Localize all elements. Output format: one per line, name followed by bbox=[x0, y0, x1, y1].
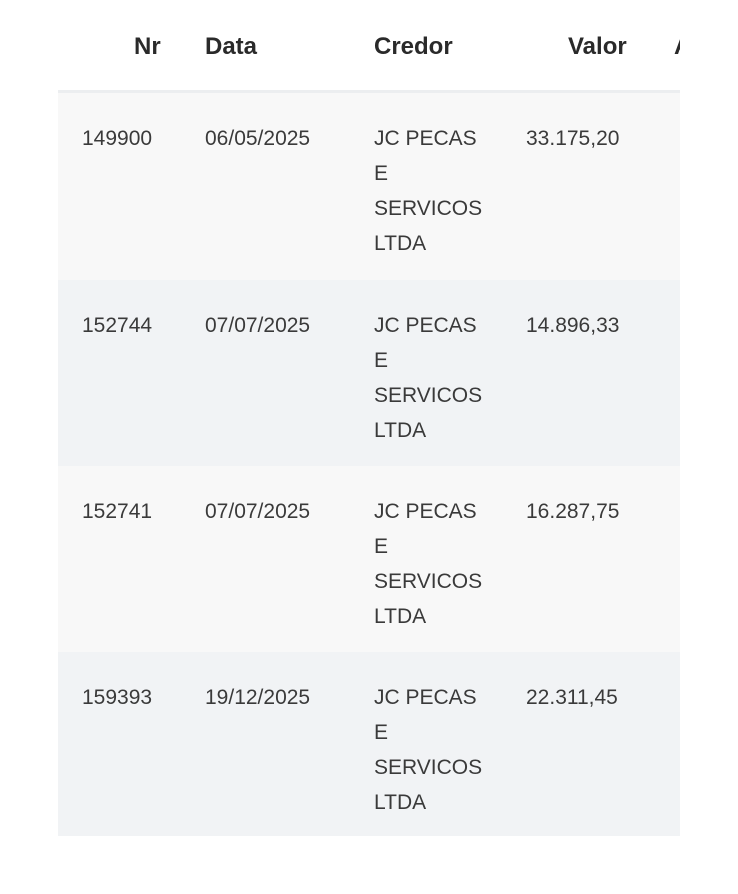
cell-nr: 149900 bbox=[82, 127, 153, 150]
table-header: Nr Data Credor Valor A bbox=[58, 0, 680, 93]
cell-credor: JC PECAS E SERVICOS LTDA bbox=[374, 127, 483, 255]
table-row[interactable]: 149900 06/05/2025 JC PECAS E SERVICOS LTDA… bbox=[58, 93, 680, 280]
cell-data: 07/07/2025 bbox=[205, 500, 311, 523]
column-header-credor[interactable]: Credor bbox=[374, 33, 453, 60]
cell-valor: 33.175,20 bbox=[526, 127, 620, 150]
cell-data: 19/12/2025 bbox=[205, 686, 311, 709]
column-header-truncated[interactable]: A bbox=[674, 33, 680, 61]
table-row[interactable]: 159393 19/12/2025 JC PECAS E SERVICOS LTDA… bbox=[58, 652, 680, 836]
cell-nr: 152741 bbox=[82, 500, 153, 523]
cell-data: 07/07/2025 bbox=[205, 314, 311, 337]
table-row[interactable]: 152744 07/07/2025 JC PECAS E SERVICOS LTDA… bbox=[58, 280, 680, 466]
cell-credor: JC PECAS E SERVICOS LTDA bbox=[374, 686, 483, 814]
cell-credor: JC PECAS E SERVICOS LTDA bbox=[374, 500, 483, 628]
cell-nr: 152744 bbox=[82, 314, 153, 337]
cell-valor: 14.896,33 bbox=[526, 314, 620, 337]
cell-valor: 16.287,75 bbox=[526, 500, 620, 523]
column-header-nr[interactable]: Nr bbox=[134, 33, 161, 60]
column-header-valor[interactable]: Valor bbox=[568, 33, 627, 60]
table-row[interactable]: 152741 07/07/2025 JC PECAS E SERVICOS LTDA… bbox=[58, 466, 680, 652]
cell-credor: JC PECAS E SERVICOS LTDA bbox=[374, 314, 483, 442]
column-header-data[interactable]: Data bbox=[205, 33, 258, 60]
cell-nr: 159393 bbox=[82, 686, 153, 709]
cell-data: 06/05/2025 bbox=[205, 127, 311, 150]
data-table: Nr Data Credor Valor A 149900 06/05/2025 J… bbox=[58, 0, 680, 836]
cell-valor: 22.311,45 bbox=[526, 686, 618, 709]
